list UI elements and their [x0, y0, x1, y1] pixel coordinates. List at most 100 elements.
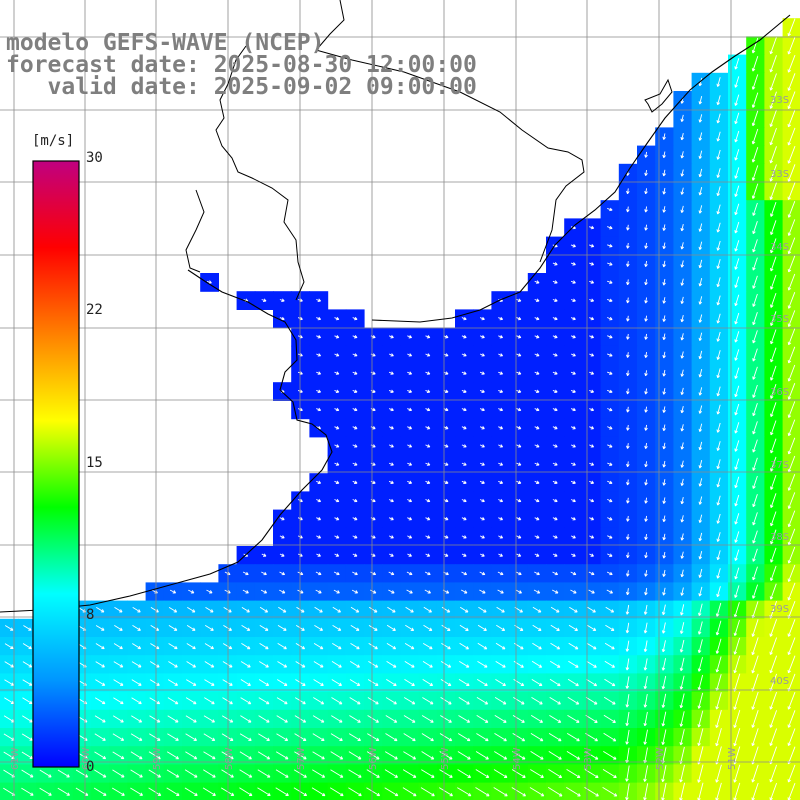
wind-arrow: [425, 335, 431, 339]
wind-arrow: [461, 553, 467, 557]
wind-arrow: [625, 570, 630, 577]
wind-arrow: [548, 769, 563, 779]
wind-arrow: [698, 296, 703, 305]
wind-arrow: [570, 589, 577, 594]
wind-arrow: [4, 625, 14, 631]
wind-arrow: [112, 751, 125, 760]
wind-arrow: [242, 571, 249, 576]
wind-arrow: [552, 444, 558, 448]
wind-arrow: [95, 625, 105, 631]
wind-arrow: [769, 655, 778, 674]
wind-arrow: [352, 535, 358, 539]
wind-arrow: [607, 426, 613, 430]
wind-arrow: [716, 331, 721, 342]
wind-arrow: [461, 316, 467, 321]
wind-arrow: [589, 480, 595, 484]
wind-arrow: [607, 353, 613, 357]
wind-arrow: [716, 532, 721, 542]
wind-cell: [236, 782, 256, 800]
wind-arrow: [769, 728, 778, 747]
wind-arrow: [498, 407, 504, 412]
wind-arrow: [479, 462, 485, 466]
wind-arrow: [570, 262, 576, 266]
wind-cell: [91, 782, 110, 800]
wind-arrow: [770, 383, 777, 399]
wind-arrow: [589, 498, 595, 503]
wind-arrow: [352, 462, 358, 466]
wind-arrow: [312, 715, 325, 723]
wind-arrow: [734, 130, 740, 143]
wind-arrow: [479, 535, 485, 539]
wind-arrow: [132, 643, 142, 650]
wind-arrow: [607, 389, 613, 394]
wind-arrow: [516, 371, 522, 375]
wind-arrow: [204, 697, 215, 705]
wind-arrow: [425, 353, 431, 357]
wind-arrow: [498, 316, 504, 321]
lat-label: 37S: [770, 460, 789, 471]
wind-cell: [54, 782, 74, 800]
wind-arrow: [312, 751, 325, 760]
wind-arrow: [495, 679, 506, 687]
wind-arrow: [352, 353, 358, 357]
wind-arrow: [716, 350, 721, 360]
wind-arrow: [589, 316, 595, 321]
wind-arrow: [113, 661, 124, 668]
wind-arrow: [476, 715, 489, 723]
wind-arrow: [259, 643, 269, 650]
wind-arrow: [476, 733, 489, 742]
wind-arrow: [769, 164, 777, 182]
wind-arrow: [366, 769, 380, 778]
wind-arrow: [334, 371, 340, 375]
wind-arrow: [277, 661, 288, 668]
wind-arrow: [498, 353, 504, 357]
wind-arrow: [112, 715, 124, 723]
wind-arrow: [275, 751, 289, 760]
wind-arrow: [751, 764, 759, 783]
axis-labels: 33S 33S 34S 35S 36S 37S 38S 39S 40S 61W 60W 59W 58W 5…: [10, 95, 789, 770]
wind-arrow: [333, 571, 340, 576]
wind-arrow: [494, 715, 507, 723]
wind-arrow: [316, 407, 322, 412]
wind-cell: [327, 782, 347, 800]
wind-arrow: [751, 637, 759, 656]
wind-cell: [163, 782, 183, 800]
wind-arrow: [680, 205, 685, 214]
wind-arrow: [112, 733, 125, 741]
wind-arrow: [316, 335, 322, 339]
wind-arrow: [751, 655, 759, 674]
colorbar-tick-15: 15: [86, 455, 103, 471]
wind-arrow: [787, 510, 796, 528]
wind-arrow: [644, 406, 648, 413]
wind-cell: [527, 782, 547, 800]
wind-arrow: [279, 517, 285, 521]
wind-arrow: [479, 517, 485, 521]
wind-arrow: [625, 711, 630, 727]
wind-arrow: [680, 460, 685, 468]
wind-arrow: [552, 262, 558, 266]
wind-arrow: [334, 553, 340, 557]
wind-arrow: [495, 661, 506, 668]
wind-arrow: [680, 114, 685, 123]
wind-arrow: [443, 426, 449, 430]
wind-arrow: [698, 441, 703, 451]
wind-arrow: [404, 661, 415, 668]
wind-arrow: [751, 110, 759, 127]
wind-arrow: [716, 513, 721, 524]
wind-arrow: [166, 769, 180, 778]
wind-arrow: [770, 274, 777, 290]
wind-arrow: [130, 733, 143, 741]
wind-arrow: [22, 697, 33, 705]
wind-arrow: [734, 258, 740, 270]
wind-arrow: [570, 535, 576, 539]
wind-arrow: [332, 643, 342, 650]
wind-arrow: [479, 571, 486, 576]
wind-arrow: [240, 715, 252, 723]
wind-arrow: [751, 691, 759, 710]
wind-cell: [546, 782, 565, 800]
wind-arrow: [407, 426, 413, 430]
wind-arrow: [752, 566, 758, 581]
wind-arrow: [680, 278, 685, 286]
wind-arrow: [570, 426, 576, 430]
wind-arrow: [607, 498, 613, 503]
